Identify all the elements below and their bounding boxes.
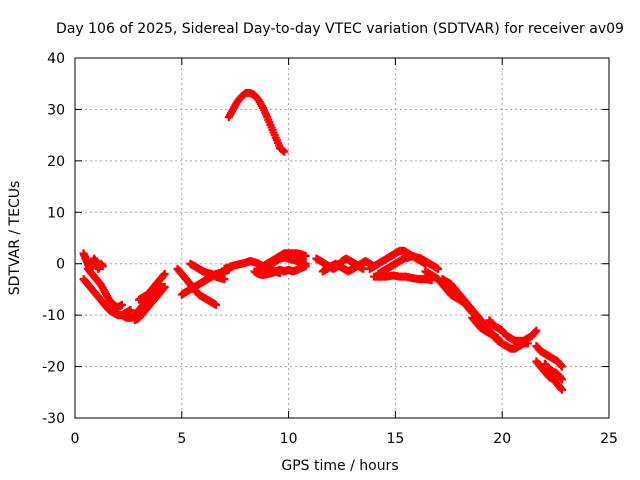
data-point — [301, 259, 310, 268]
data-point — [160, 282, 169, 291]
data-point — [558, 362, 567, 371]
plot-frame — [74, 57, 610, 419]
data-point — [98, 262, 107, 271]
y-tick-label: 20 — [47, 154, 65, 170]
data-point — [434, 264, 443, 273]
series-arc-14 — [267, 253, 310, 268]
series-arc-11 — [224, 88, 289, 156]
x-tick-label: 25 — [600, 431, 618, 447]
data-point — [117, 300, 126, 309]
data-point — [220, 275, 229, 284]
data-point — [532, 326, 541, 335]
data-point — [211, 300, 220, 309]
y-tick-label: -20 — [42, 360, 65, 376]
data-point — [558, 375, 567, 384]
series-arc-24 — [532, 342, 567, 371]
series-arc-9 — [186, 259, 229, 284]
y-tick-label: 0 — [56, 257, 65, 273]
series-arc-19 — [370, 271, 436, 285]
series-arc-3 — [83, 264, 126, 312]
y-tick-label: -10 — [42, 308, 65, 324]
x-tick-label: 5 — [177, 431, 186, 447]
data-point — [160, 270, 169, 278]
x-axis-label: GPS time / hours — [281, 458, 398, 474]
series-arc-22 — [468, 313, 532, 353]
data-markers — [79, 88, 567, 394]
y-tick-label: 30 — [47, 102, 65, 118]
series-arc-5 — [130, 282, 169, 325]
data-point — [280, 147, 289, 156]
series-arc-26 — [540, 360, 567, 384]
data-point — [301, 252, 310, 260]
y-tick-label: -30 — [42, 411, 65, 427]
data-point — [558, 385, 567, 394]
x-tick-label: 0 — [71, 431, 80, 447]
x-tick-label: 15 — [386, 431, 404, 447]
series-arc-13 — [250, 262, 310, 280]
series-arc-18 — [374, 252, 443, 278]
x-tick-label: 10 — [280, 431, 298, 447]
grid-lines — [75, 58, 609, 418]
y-tick-label: 40 — [47, 51, 65, 67]
data-point — [126, 306, 135, 314]
series-arc-1 — [79, 249, 107, 273]
series-arc-6 — [135, 270, 169, 304]
series-arc-23 — [485, 316, 541, 345]
y-axis-label: SDTVAR / TECUs — [7, 181, 23, 296]
x-tick-label: 20 — [493, 431, 511, 447]
y-tick-label: 10 — [47, 205, 65, 221]
axis-ticks: 0 5 10 15 20 25 -30 -20 -10 0 10 20 30 40 — [42, 51, 618, 447]
chart-title: Day 106 of 2025, Sidereal Day-to-day VTE… — [56, 21, 624, 37]
